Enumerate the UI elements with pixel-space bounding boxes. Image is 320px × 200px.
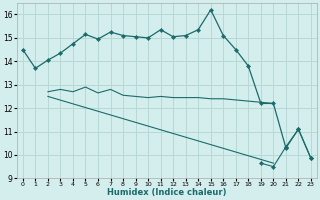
X-axis label: Humidex (Indice chaleur): Humidex (Indice chaleur) [107, 188, 227, 197]
